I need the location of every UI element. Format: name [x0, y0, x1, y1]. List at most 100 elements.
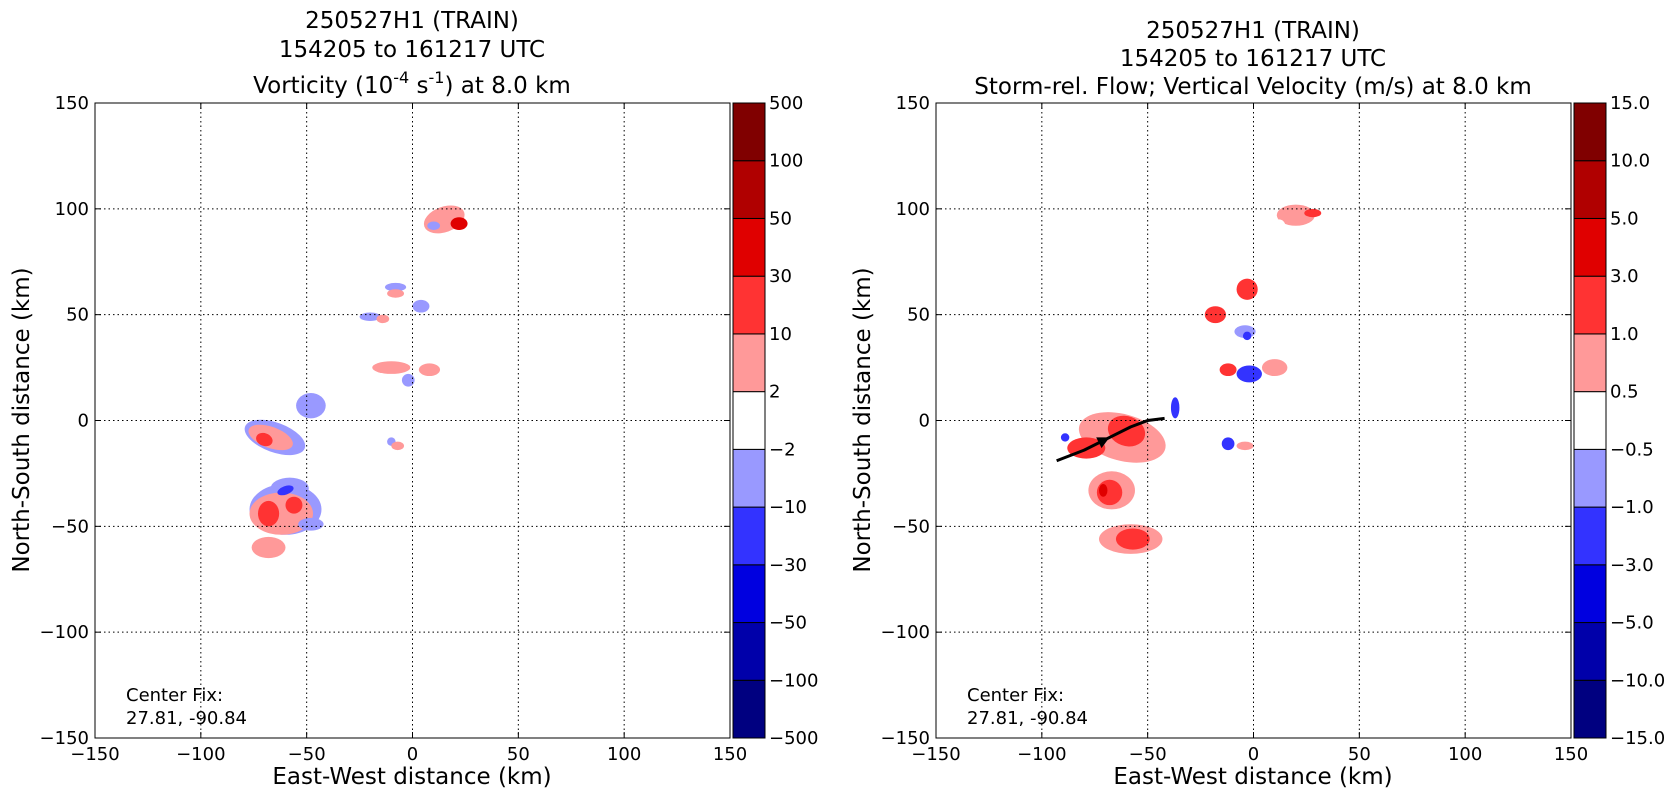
left-grid	[95, 103, 730, 738]
colorbar-segment	[1573, 102, 1607, 162]
field-blob	[376, 314, 390, 324]
colorbar-tick-label: 10	[769, 324, 792, 345]
left-y-ticks: −150 −100 −50 0 50 100 150	[40, 93, 730, 749]
colorbar-tick-label: 5.0	[1610, 208, 1639, 229]
colorbar-tick-label: −30	[769, 555, 807, 576]
colorbar-tick-label: −0.5	[1610, 439, 1654, 460]
field-blob	[1236, 278, 1258, 300]
colorbar-segment	[732, 506, 766, 566]
colorbar-tick-label: 50	[769, 208, 792, 229]
colorbar-tick-label: −10.0	[1610, 670, 1665, 691]
colorbar-tick-label: −5.0	[1610, 613, 1654, 634]
colorbar-segment	[1573, 622, 1607, 681]
colorbar-segment	[1573, 506, 1607, 566]
y-tick-label: 150	[55, 93, 89, 114]
field-blob	[251, 536, 286, 559]
y-tick-label: −50	[51, 516, 89, 537]
colorbar-segment	[732, 564, 766, 624]
colorbar-tick-label: −2	[769, 439, 796, 460]
field-blob	[1219, 363, 1237, 377]
field-blob	[412, 299, 430, 313]
left-field	[244, 205, 468, 559]
y-tick-label: −100	[881, 622, 930, 643]
colorbar-tick-label: −500	[769, 728, 818, 749]
right-title-line1: 250527H1 (TRAIN)	[1146, 18, 1360, 44]
colorbar-segment	[1573, 160, 1607, 219]
field-blob	[427, 221, 441, 230]
right-title-line2: 154205 to 161217 UTC	[1120, 46, 1386, 72]
colorbar-segment	[732, 448, 766, 508]
field-blob	[1276, 204, 1315, 226]
x-tick-label: 150	[713, 744, 747, 765]
y-tick-label: 150	[896, 93, 930, 114]
colorbar-segment	[1573, 564, 1607, 624]
left-x-ticks: −150 −100 −50 0 50 100 150	[70, 103, 747, 765]
y-tick-label: 100	[896, 199, 930, 220]
left-title-line2: 154205 to 161217 UTC	[279, 37, 545, 63]
colorbar-segment	[732, 217, 766, 277]
field-blob	[450, 217, 468, 230]
colorbar-tick-label: −100	[769, 670, 818, 691]
title-line3-sup: -1	[429, 68, 445, 87]
colorbar-segment	[1573, 679, 1607, 739]
left-x-axis-label: East-West distance (km)	[272, 764, 551, 790]
field-blob	[387, 289, 405, 298]
right-streamline	[1056, 416, 1165, 463]
right-colorbar-ticks: −15.0 −10.0 −5.0 −3.0 −1.0 −0.5 0.5 1.0 3.0 5.0 10…	[1610, 93, 1665, 749]
y-tick-label: −100	[40, 622, 89, 643]
field-blob	[1170, 397, 1180, 419]
x-tick-label: −100	[1017, 744, 1066, 765]
left-colorbar-ticks: −500 −100 −50 −30 −10 −2 2 10 30 50 100 500	[769, 93, 818, 749]
x-tick-label: 100	[607, 744, 641, 765]
x-tick-label: −50	[288, 744, 326, 765]
field-blob	[1236, 441, 1254, 451]
field-blob	[1272, 219, 1286, 233]
left-colorbar	[732, 102, 766, 739]
colorbar-segment	[1573, 217, 1607, 277]
y-tick-label: 50	[907, 305, 930, 326]
field-blob	[1261, 359, 1288, 377]
colorbar-tick-label: 30	[769, 266, 792, 287]
colorbar-segment	[732, 102, 766, 162]
right-grid	[936, 103, 1571, 738]
left-center-fix: Center Fix: 27.81, -90.84	[126, 685, 247, 729]
title-line3-sup: -4	[393, 68, 409, 87]
left-title-line3: Vorticity (10-4 s-1) at 8.0 km	[253, 68, 571, 99]
right-field	[1060, 204, 1322, 554]
field-blob	[285, 496, 303, 514]
right-x-axis-label: East-West distance (km)	[1113, 764, 1392, 790]
colorbar-tick-label: 100	[769, 151, 803, 172]
left-title: 250527H1 (TRAIN) 154205 to 161217 UTC Vo…	[253, 8, 571, 99]
colorbar-tick-label: 15.0	[1610, 93, 1650, 114]
colorbar-frame	[1573, 102, 1607, 739]
right-title: 250527H1 (TRAIN) 154205 to 161217 UTC St…	[974, 18, 1532, 100]
y-tick-label: 0	[919, 411, 930, 432]
right-y-ticks: −150 −100 −50 0 50 100 150	[881, 93, 1571, 749]
colorbar-frame	[732, 102, 766, 739]
field-blob	[277, 485, 294, 496]
x-tick-label: −100	[176, 744, 225, 765]
field-blob	[257, 500, 280, 527]
field-blob	[1236, 365, 1262, 383]
colorbar-segment	[732, 391, 766, 450]
left-y-axis-label: North-South distance (km)	[9, 267, 35, 572]
right-center-fix: Center Fix: 27.81, -90.84	[967, 685, 1088, 729]
y-tick-label: 100	[55, 199, 89, 220]
left-plot: −150 −100 −50 0 50 100 150 −150−100−5005010015…	[9, 93, 818, 790]
y-tick-label: −150	[881, 728, 930, 749]
colorbar-segment	[1573, 448, 1607, 508]
field-blob	[1242, 331, 1252, 341]
streamline	[1056, 416, 1165, 463]
x-tick-label: 150	[1554, 744, 1588, 765]
colorbar-tick-label: 500	[769, 93, 803, 114]
colorbar-tick-label: −50	[769, 613, 807, 634]
right-colorbar	[1573, 102, 1607, 739]
field-blob	[1098, 484, 1108, 497]
field-blob	[1221, 437, 1235, 451]
colorbar-tick-label: 2	[769, 382, 780, 403]
streamline-arrowhead	[1096, 437, 1110, 449]
y-tick-label: 0	[78, 411, 89, 432]
right-x-ticks: −150 −100 −50 0 50 100 150	[911, 103, 1588, 765]
x-tick-label: −150	[70, 744, 119, 765]
